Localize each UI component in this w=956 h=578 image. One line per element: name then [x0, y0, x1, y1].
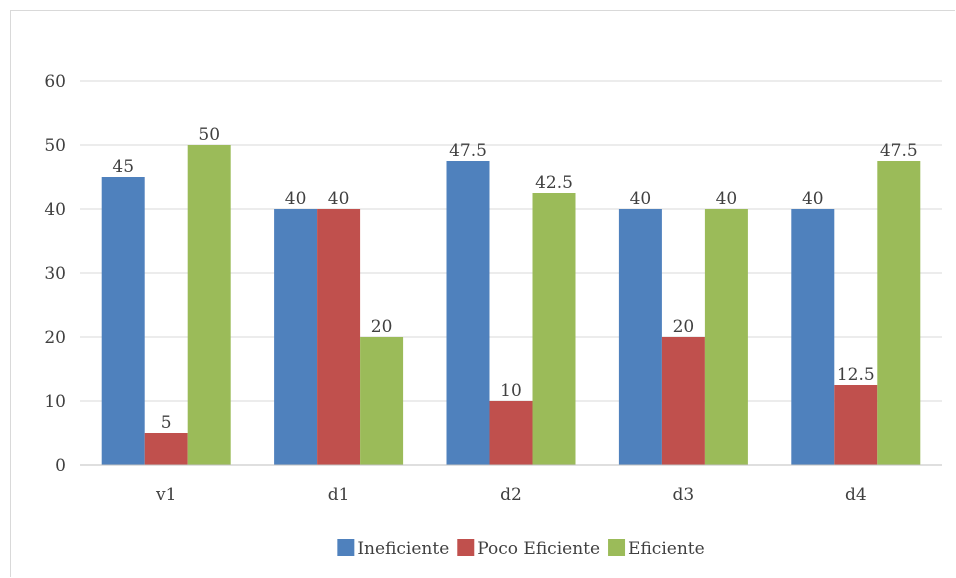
y-tick-label: 30: [44, 264, 66, 284]
legend-swatch: [457, 539, 475, 556]
data-label: 5: [161, 413, 172, 433]
x-tick-label: d2: [500, 485, 522, 505]
data-label: 20: [371, 317, 393, 337]
x-tick-label: d3: [673, 485, 695, 505]
y-tick-label: 40: [44, 200, 66, 220]
x-tick-label: v1: [155, 485, 176, 505]
y-tick-label: 0: [55, 456, 66, 476]
data-label: 50: [198, 125, 220, 145]
bar-d1-2: [360, 337, 404, 465]
data-label: 40: [802, 189, 824, 209]
data-label: 40: [328, 189, 350, 209]
x-tick-label: d1: [328, 485, 350, 505]
bar-d3-2: [704, 209, 748, 465]
bar-d3-0: [618, 209, 662, 465]
data-label: 20: [673, 317, 695, 337]
bar-d1-1: [317, 209, 361, 465]
x-axis: v1 d1 d2 d3 d4: [80, 464, 942, 505]
legend-swatch: [337, 539, 355, 556]
bar-d4-1: [834, 385, 878, 465]
bar-d1-0: [274, 209, 318, 465]
bar-d4-0: [791, 209, 835, 465]
bars: [101, 145, 921, 465]
legend-label: Eficiente: [628, 539, 705, 559]
bar-d2-2: [532, 193, 576, 465]
legend-label: Ineficiente: [357, 539, 449, 559]
y-tick-label: 60: [44, 72, 66, 92]
bar-d4-2: [877, 161, 921, 465]
bar-v1-0: [101, 177, 145, 465]
data-label: 40: [716, 189, 738, 209]
data-label: 40: [285, 189, 307, 209]
data-label: 40: [630, 189, 652, 209]
data-label: 47.5: [449, 141, 487, 161]
legend-item: Eficiente: [608, 539, 705, 559]
y-tick-label: 10: [44, 392, 66, 412]
bar-d2-0: [446, 161, 490, 465]
legend-swatch: [608, 539, 626, 556]
bar-v1-1: [144, 433, 188, 465]
legend-item: Ineficiente: [337, 539, 449, 559]
x-tick-label: d4: [845, 485, 867, 505]
y-axis: 0 10 20 30 40 50 60: [44, 72, 66, 476]
y-tick-label: 50: [44, 136, 66, 156]
bar-d3-1: [661, 337, 705, 465]
bar-v1-2: [187, 145, 231, 465]
legend-item: Poco Eficiente: [457, 539, 600, 559]
data-label: 47.5: [880, 141, 918, 161]
legend-label: Poco Eficiente: [477, 539, 600, 559]
y-tick-label: 20: [44, 328, 66, 348]
data-label: 42.5: [535, 173, 573, 193]
data-label: 12.5: [837, 365, 875, 385]
data-label: 10: [500, 381, 522, 401]
legend: Ineficiente Poco Eficiente Eficiente: [337, 539, 705, 559]
bar-d2-1: [489, 401, 533, 465]
data-labels: 45 5 50 40 40 20 47.5 10 42.5 40 20 40 40 12.5 47.5: [112, 125, 917, 433]
data-label: 45: [112, 157, 134, 177]
